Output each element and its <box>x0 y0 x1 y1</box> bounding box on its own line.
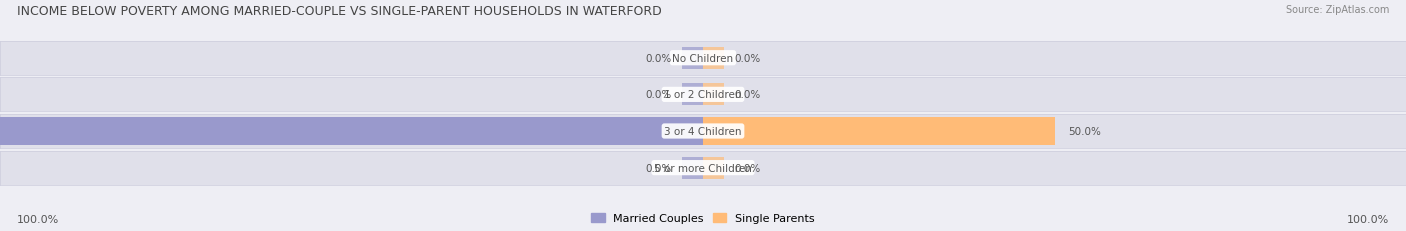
Text: Source: ZipAtlas.com: Source: ZipAtlas.com <box>1285 5 1389 15</box>
Text: 0.0%: 0.0% <box>734 54 761 64</box>
Legend: Married Couples, Single Parents: Married Couples, Single Parents <box>592 213 814 223</box>
Bar <box>0 118 703 145</box>
Bar <box>703 84 724 106</box>
Text: 0.0%: 0.0% <box>734 163 761 173</box>
Bar <box>682 157 703 179</box>
Bar <box>682 84 703 106</box>
Text: 5 or more Children: 5 or more Children <box>654 163 752 173</box>
Text: No Children: No Children <box>672 54 734 64</box>
Bar <box>682 48 703 70</box>
Bar <box>703 118 1054 145</box>
Text: 100.0%: 100.0% <box>1347 214 1389 225</box>
Bar <box>703 157 724 179</box>
Text: 0.0%: 0.0% <box>734 90 761 100</box>
Text: 0.0%: 0.0% <box>645 163 672 173</box>
Text: 1 or 2 Children: 1 or 2 Children <box>664 90 742 100</box>
Text: 0.0%: 0.0% <box>645 90 672 100</box>
Text: INCOME BELOW POVERTY AMONG MARRIED-COUPLE VS SINGLE-PARENT HOUSEHOLDS IN WATERFO: INCOME BELOW POVERTY AMONG MARRIED-COUPL… <box>17 5 662 18</box>
Text: 50.0%: 50.0% <box>1069 126 1101 137</box>
Text: 0.0%: 0.0% <box>645 54 672 64</box>
Bar <box>703 48 724 70</box>
Text: 3 or 4 Children: 3 or 4 Children <box>664 126 742 137</box>
Text: 100.0%: 100.0% <box>17 214 59 225</box>
